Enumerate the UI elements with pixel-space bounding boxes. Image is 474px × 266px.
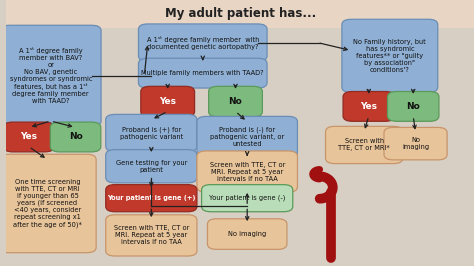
Text: A 1ˢᵗ degree family member  with
documented genetic aortopathy?: A 1ˢᵗ degree family member with document… — [146, 36, 259, 49]
FancyBboxPatch shape — [209, 86, 263, 117]
Text: Gene testing for your
patient: Gene testing for your patient — [116, 160, 187, 173]
FancyBboxPatch shape — [197, 117, 298, 157]
Text: Your patient is gene (-): Your patient is gene (-) — [209, 195, 285, 201]
FancyBboxPatch shape — [106, 215, 197, 256]
Text: A 1ˢᵗ degree family
member with BAV?
or
No BAV, genetic
syndromes or syndromic
f: A 1ˢᵗ degree family member with BAV? or … — [9, 47, 92, 105]
FancyBboxPatch shape — [138, 58, 267, 88]
FancyBboxPatch shape — [0, 154, 96, 253]
Text: No: No — [228, 97, 242, 106]
FancyBboxPatch shape — [208, 219, 287, 250]
Text: No: No — [69, 132, 82, 142]
Text: or: or — [199, 58, 207, 67]
FancyBboxPatch shape — [0, 25, 101, 126]
FancyBboxPatch shape — [106, 185, 197, 212]
Text: Yes: Yes — [360, 102, 377, 111]
Text: No Family history, but
has syndromic
features** or "guilty
by association"
condi: No Family history, but has syndromic fea… — [354, 39, 426, 73]
FancyBboxPatch shape — [106, 114, 197, 152]
Text: Proband is (+) for
pathogenic variant: Proband is (+) for pathogenic variant — [120, 126, 183, 140]
Text: Proband is (-) for
pathogenic variant, or
untested: Proband is (-) for pathogenic variant, o… — [210, 127, 284, 147]
Text: Screen with TTE, CT or
MRI. Repeat at 5 year
intervals if no TAA: Screen with TTE, CT or MRI. Repeat at 5 … — [114, 225, 189, 246]
FancyBboxPatch shape — [50, 122, 101, 152]
FancyBboxPatch shape — [201, 185, 293, 212]
Text: Screen with
TTE, CT or MRI*: Screen with TTE, CT or MRI* — [338, 139, 390, 151]
Text: My adult patient has...: My adult patient has... — [164, 7, 316, 20]
Text: Yes: Yes — [159, 97, 176, 106]
FancyBboxPatch shape — [138, 24, 267, 61]
Text: No imaging: No imaging — [228, 231, 266, 237]
FancyBboxPatch shape — [3, 122, 54, 152]
FancyBboxPatch shape — [342, 19, 438, 92]
FancyBboxPatch shape — [6, 0, 474, 28]
FancyBboxPatch shape — [343, 92, 394, 121]
Text: Yes: Yes — [20, 132, 37, 142]
Text: No
imaging: No imaging — [402, 137, 429, 150]
Text: No: No — [406, 102, 420, 111]
FancyBboxPatch shape — [326, 126, 403, 164]
FancyBboxPatch shape — [141, 86, 195, 117]
FancyBboxPatch shape — [384, 127, 447, 160]
FancyBboxPatch shape — [197, 151, 298, 192]
Text: Your patient is gene (+): Your patient is gene (+) — [107, 195, 196, 201]
Text: One time screening
with TTE, CT or MRI
if younger than 65
years (if screened
<40: One time screening with TTE, CT or MRI i… — [13, 179, 82, 228]
FancyBboxPatch shape — [387, 92, 439, 121]
FancyBboxPatch shape — [106, 149, 197, 183]
Text: Screen with TTE, CT or
MRI. Repeat at 5 year
intervals if no TAA: Screen with TTE, CT or MRI. Repeat at 5 … — [210, 161, 285, 182]
Text: Multiple family members with TAAD?: Multiple family members with TAAD? — [141, 70, 264, 76]
